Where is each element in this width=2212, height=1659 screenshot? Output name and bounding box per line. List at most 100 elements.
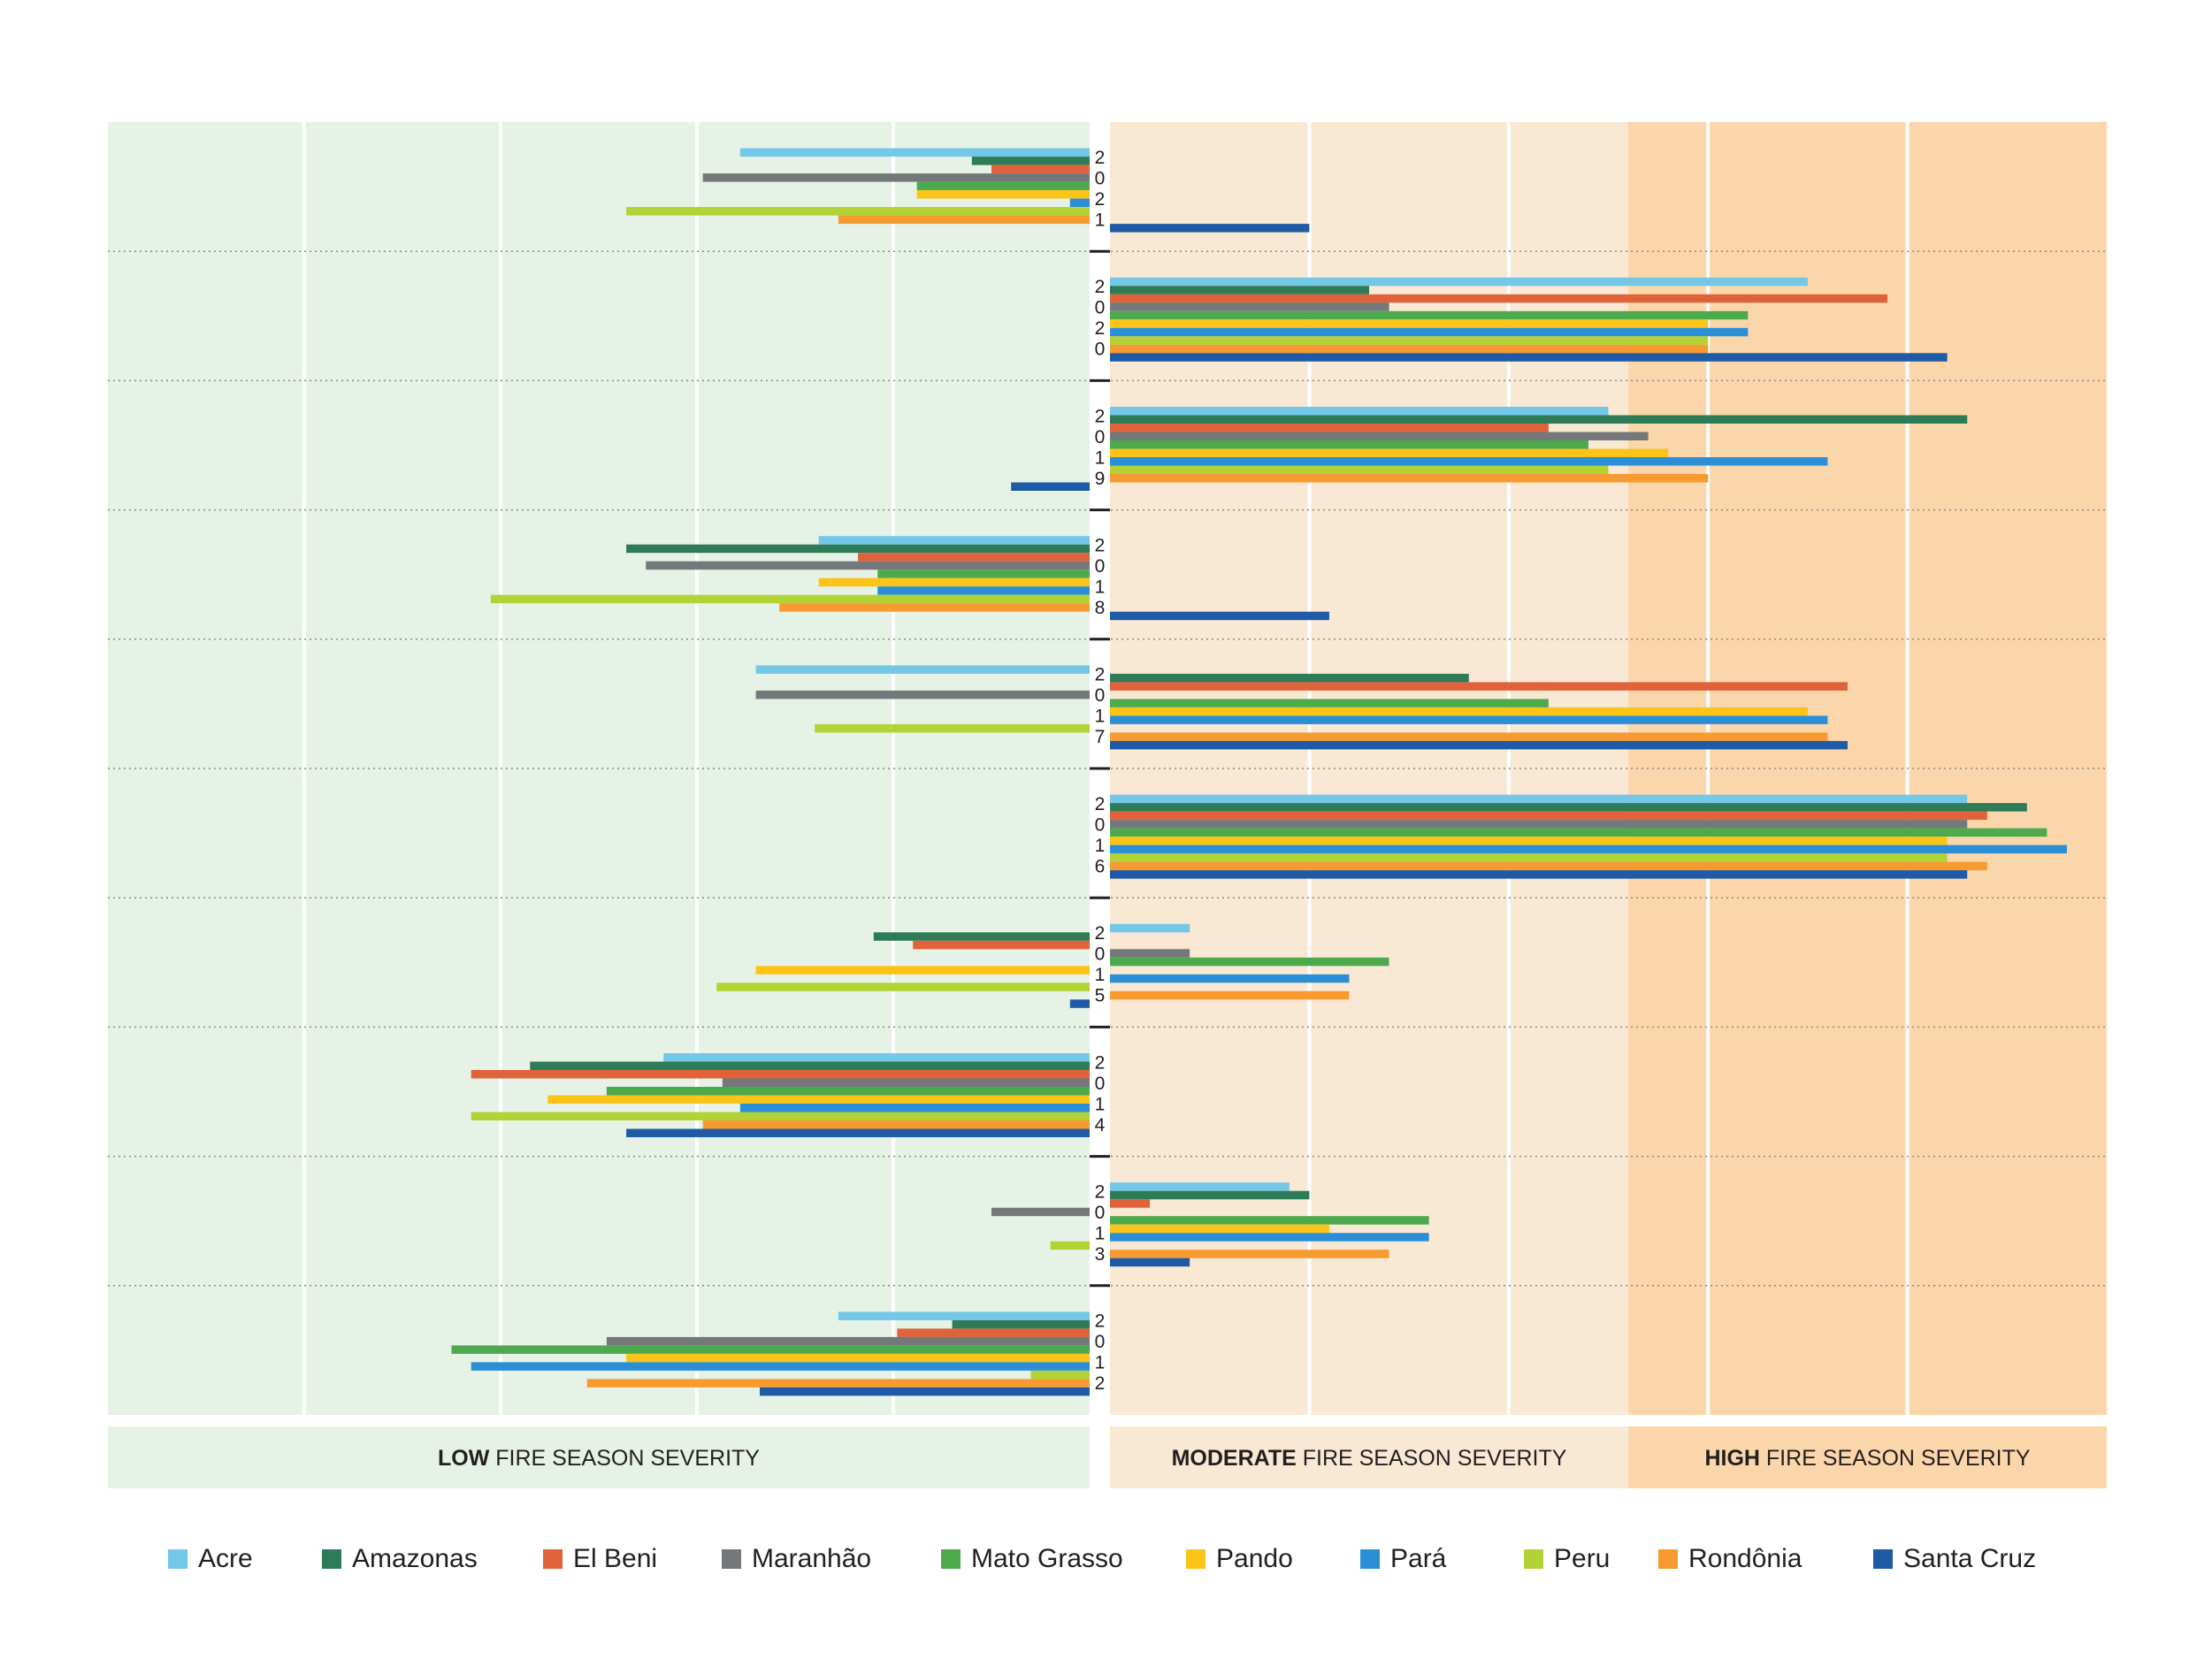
bar-santa-cruz <box>1110 740 1848 750</box>
legend-swatch <box>1186 1549 1206 1569</box>
severity-label: HIGH FIRE SEASON SEVERITY <box>1704 1446 2030 1471</box>
legend-item: Santa Cruz <box>1873 1544 2036 1574</box>
bar-pando <box>1110 448 1669 457</box>
bar-rond-nia <box>779 603 1090 612</box>
legend-swatch <box>543 1549 563 1569</box>
bar-pando <box>916 190 1090 199</box>
bar-amazonas <box>626 544 1090 554</box>
severity-label-box <box>108 1426 1090 1488</box>
bar-acre <box>663 1053 1090 1062</box>
legend-item: Peru <box>1524 1544 1610 1574</box>
legend-item: Amazonas <box>322 1544 478 1574</box>
bar-maranh-o <box>1110 432 1649 440</box>
bar-pando <box>1110 837 1948 845</box>
bar-acre <box>1110 407 1609 416</box>
bar-el-beni <box>1110 682 1848 691</box>
bar-pando <box>1110 707 1808 716</box>
bar-amazonas <box>971 157 1090 165</box>
bar-el-beni <box>913 940 1090 950</box>
bar-pando <box>547 1095 1090 1104</box>
bar-mato-grasso <box>1110 828 2047 837</box>
bar-peru <box>1110 465 1609 474</box>
bar-maranh-o <box>646 561 1090 570</box>
legend-item: Acre <box>168 1544 253 1574</box>
bar-peru <box>716 982 1090 991</box>
bar-maranh-o <box>991 1207 1090 1217</box>
bar-par- <box>471 1362 1090 1371</box>
bar-maranh-o <box>722 1078 1090 1087</box>
bar-amazonas <box>952 1319 1090 1329</box>
bar-maranh-o <box>1110 820 1968 829</box>
legend-label: Santa Cruz <box>1903 1544 2037 1573</box>
bar-par- <box>1110 715 1828 724</box>
bar-par- <box>1110 974 1350 983</box>
legend-swatch <box>1524 1549 1543 1569</box>
bar-acre <box>739 148 1090 157</box>
bar-peru <box>815 723 1090 733</box>
bar-rond-nia <box>1110 732 1828 741</box>
legend-swatch <box>168 1549 188 1569</box>
bar-mato-grasso <box>1110 957 1389 967</box>
bar-par- <box>1110 327 1749 337</box>
bar-el-beni <box>991 164 1090 174</box>
legend-label: Peru <box>1554 1544 1611 1573</box>
bar-par- <box>1069 198 1090 208</box>
bar-mato-grasso <box>1110 1216 1429 1225</box>
severity-label-box <box>1110 1426 1629 1488</box>
bar-el-beni <box>1110 1199 1151 1208</box>
bar-mato-grasso <box>916 181 1090 191</box>
bar-santa-cruz <box>1011 482 1090 491</box>
legend: Acre Amazonas El Beni Maranhão Mato Grasso Pa… <box>0 1544 2212 1588</box>
bar-par- <box>877 586 1090 595</box>
bar-el-beni <box>1110 294 1888 303</box>
bar-el-beni <box>1110 811 1987 821</box>
legend-swatch <box>1873 1549 1893 1569</box>
bar-amazonas <box>1110 415 1968 424</box>
bar-maranh-o <box>1110 949 1190 958</box>
bar-rond-nia <box>1110 861 1987 871</box>
bar-el-beni <box>897 1328 1090 1337</box>
bar-pando <box>818 577 1090 587</box>
bar-santa-cruz <box>626 1128 1090 1137</box>
bar-amazonas <box>873 932 1090 941</box>
legend-label: Acre <box>198 1544 253 1573</box>
bar-maranh-o <box>1110 302 1389 311</box>
bar-peru <box>490 594 1090 604</box>
bar-el-beni <box>1110 424 1549 432</box>
bar-acre <box>1110 277 1808 287</box>
bar-mato-grasso <box>606 1087 1090 1096</box>
bar-amazonas <box>1110 286 1370 294</box>
legend-swatch <box>1360 1549 1380 1569</box>
legend-label: Rondônia <box>1688 1544 1803 1573</box>
bar-pando <box>1110 1224 1329 1234</box>
bar-acre <box>1110 923 1190 933</box>
legend-item: Pando <box>1186 1544 1293 1574</box>
legend-label: Mato Grasso <box>971 1544 1123 1573</box>
bar-mato-grasso <box>1110 699 1549 707</box>
legend-swatch <box>322 1549 341 1569</box>
bar-amazonas <box>1110 803 2027 812</box>
legend-item: Maranhão <box>722 1544 871 1574</box>
bar-rond-nia <box>1110 474 1709 483</box>
bar-pando <box>626 1353 1090 1363</box>
bar-santa-cruz <box>1110 224 1310 233</box>
legend-label: Pará <box>1390 1544 1447 1573</box>
legend-item: El Beni <box>543 1544 657 1574</box>
bar-peru <box>626 207 1090 216</box>
legend-item: Rondônia <box>1658 1544 1802 1574</box>
bar-peru <box>1110 336 1709 345</box>
severity-label: LOW FIRE SEASON SEVERITY <box>438 1446 760 1471</box>
legend-swatch <box>1658 1549 1678 1569</box>
bar-amazonas <box>530 1061 1090 1070</box>
bar-acre <box>1110 794 1968 804</box>
bar-acre <box>818 536 1090 545</box>
